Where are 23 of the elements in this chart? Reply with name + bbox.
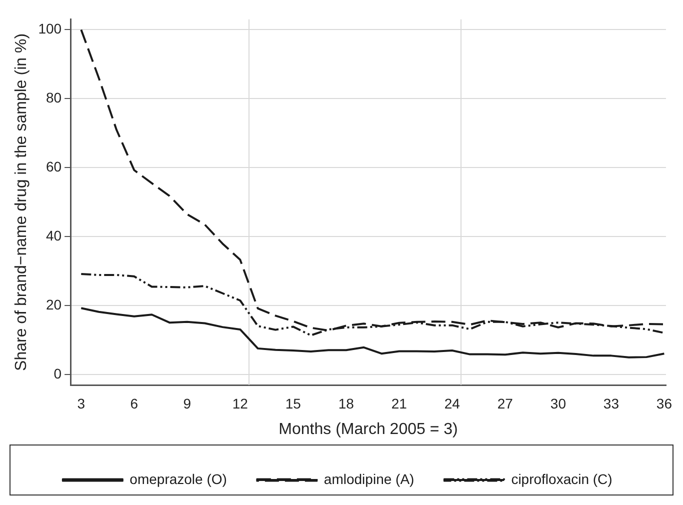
x-tick-label: 36	[656, 395, 672, 412]
y-tick-label: 20	[46, 296, 62, 313]
x-tick-label: 24	[444, 395, 460, 412]
x-tick-label: 21	[391, 395, 408, 412]
x-axis-title: Months (March 2005 = 3)	[278, 420, 458, 438]
legend-label: ciprofloxacin (C)	[511, 470, 612, 487]
y-tick-label: 0	[54, 366, 62, 382]
legend-label: omeprazole (O)	[130, 470, 227, 487]
x-tick-label: 27	[497, 395, 514, 412]
x-tick-label: 18	[338, 395, 354, 412]
x-tick-label: 15	[285, 395, 302, 412]
x-tick-label: 30	[550, 395, 566, 412]
y-tick-label: 100	[38, 20, 62, 37]
legend-label: amlodipine (A)	[324, 470, 414, 487]
x-tick-label: 12	[232, 395, 248, 412]
y-axis-title: Share of brand−name drug in the sample (in %)	[13, 33, 30, 371]
x-tick-label: 9	[183, 395, 192, 412]
y-tick-label: 60	[46, 158, 62, 175]
y-tick-label: 40	[46, 228, 62, 244]
x-tick-label: 6	[130, 395, 138, 412]
x-tick-label: 33	[603, 395, 620, 412]
x-tick-label: 3	[77, 395, 86, 412]
y-tick-label: 80	[46, 90, 62, 106]
